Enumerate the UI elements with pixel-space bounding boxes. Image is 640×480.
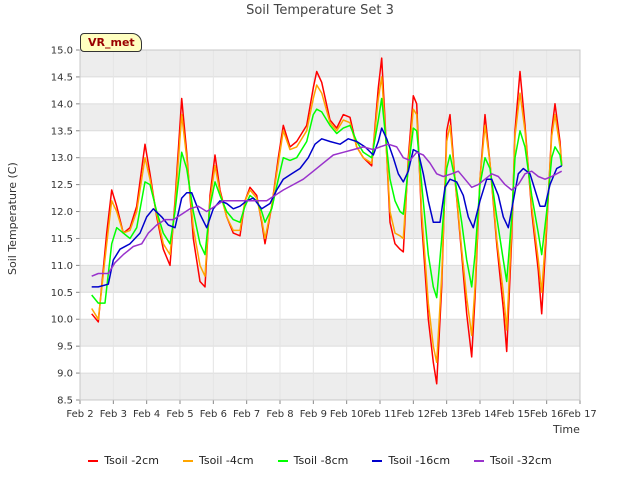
plot-border (79, 49, 581, 401)
x-tick-label: Feb 13 (430, 409, 464, 420)
grid-band (80, 211, 580, 239)
y-tick-label: 11.5 (51, 234, 73, 245)
x-tick-label: Feb 4 (133, 409, 160, 420)
x-tick-label: Feb 17 (563, 409, 597, 420)
legend-label-tsoil-16cm: Tsoil -16cm (388, 454, 451, 467)
series-line-tsoil-32cm (91, 143, 563, 277)
legend-item-tsoil-8cm: Tsoil -8cm (277, 454, 349, 467)
x-tick-label: Feb 5 (166, 409, 193, 420)
x-tick-label: Feb 7 (233, 409, 260, 420)
legend-item-tsoil-32cm: Tsoil -32cm (474, 454, 552, 467)
legend-label-tsoil-32cm: Tsoil -32cm (490, 454, 552, 467)
chart-title: Soil Temperature Set 3 (246, 3, 394, 18)
series-line-tsoil-8cm (91, 97, 563, 304)
y-tick-label: 13.0 (51, 153, 73, 164)
legend-label-tsoil-4cm: Tsoil -4cm (198, 454, 254, 467)
y-tick-label: 9.0 (57, 369, 73, 380)
legend-swatch-tsoil-2cm (88, 459, 99, 462)
grid-band (80, 157, 580, 185)
grid-band (80, 319, 580, 347)
x-tick-label: Feb 8 (266, 409, 293, 420)
station-badge: VR_met (80, 33, 142, 52)
y-tick-label: 11.0 (51, 261, 73, 272)
grid-band (80, 265, 580, 293)
x-tick-label: Feb 9 (300, 409, 327, 420)
legend: Tsoil -2cm Tsoil -4cm Tsoil -8cm Tsoil -… (0, 454, 640, 467)
y-tick-label: 13.5 (51, 126, 73, 137)
legend-swatch-tsoil-8cm (277, 459, 288, 462)
x-tick-label: Feb 11 (363, 409, 397, 420)
y-tick-label: 12.0 (51, 207, 73, 218)
x-axis-label: Time (553, 423, 580, 436)
y-tick-label: 14.0 (51, 99, 73, 110)
legend-item-tsoil-2cm: Tsoil -2cm (88, 454, 159, 467)
legend-label-tsoil-8cm: Tsoil -8cm (293, 454, 349, 467)
x-tick-label: Feb 12 (397, 409, 431, 420)
legend-swatch-tsoil-16cm (372, 459, 383, 462)
grid-band (80, 373, 580, 400)
x-tick-label: Feb 16 (530, 409, 564, 420)
y-tick-label: 10.0 (51, 315, 73, 326)
x-tick-label: Feb 6 (200, 409, 227, 420)
grid-band (80, 50, 580, 77)
y-tick-label: 8.5 (57, 396, 73, 407)
y-tick-label: 12.5 (51, 180, 73, 191)
legend-swatch-tsoil-32cm (474, 459, 485, 462)
legend-swatch-tsoil-4cm (182, 459, 193, 462)
x-tick-label: Feb 3 (100, 409, 127, 420)
y-tick-label: 15.0 (51, 46, 73, 57)
x-tick-label: Feb 14 (463, 409, 497, 420)
y-tick-label: 9.5 (57, 342, 73, 353)
series-line-tsoil-16cm (91, 127, 563, 288)
x-tick-label: Feb 10 (330, 409, 364, 420)
legend-item-tsoil-4cm: Tsoil -4cm (182, 454, 254, 467)
legend-item-tsoil-16cm: Tsoil -16cm (372, 454, 450, 467)
x-tick-label: Feb 2 (66, 409, 93, 420)
y-tick-label: 10.5 (51, 288, 73, 299)
x-tick-label: Feb 15 (497, 409, 531, 420)
y-tick-label: 14.5 (51, 72, 73, 83)
legend-label-tsoil-2cm: Tsoil -2cm (104, 454, 159, 467)
